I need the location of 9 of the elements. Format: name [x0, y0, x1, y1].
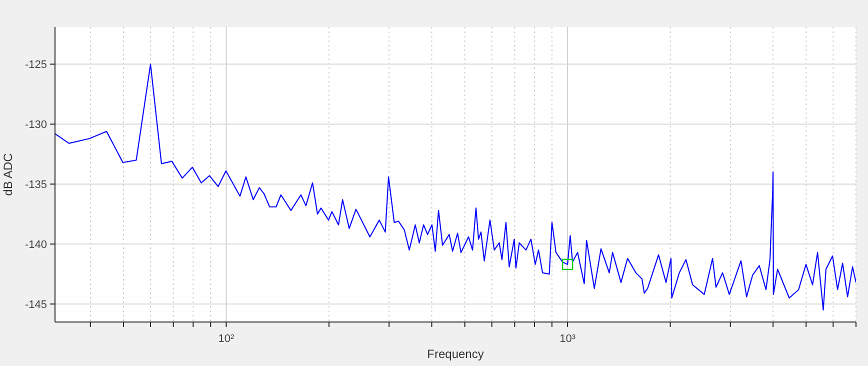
y-tick-label: -130: [24, 119, 47, 132]
x-tick-label: 10²: [218, 333, 235, 345]
y-axis-title: dB ADC: [1, 152, 15, 196]
y-tick-label: -145: [24, 299, 47, 312]
y-tick-label: -140: [24, 239, 47, 252]
x-axis-title: Frequency: [427, 347, 484, 361]
y-tick-label: -135: [24, 179, 47, 192]
y-tick-label: -125: [24, 59, 47, 72]
x-tick-label: 10³: [560, 333, 576, 345]
